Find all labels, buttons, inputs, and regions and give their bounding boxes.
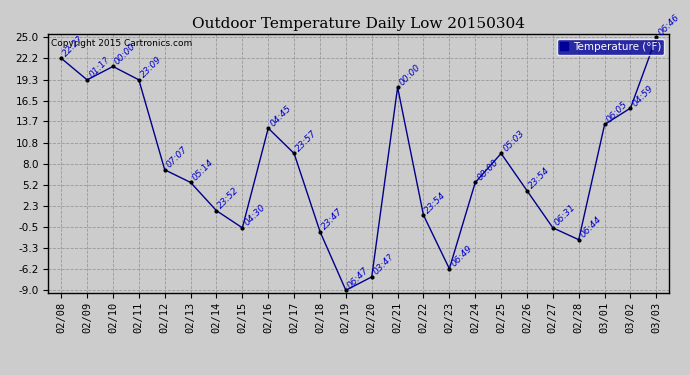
Text: 06:31: 06:31 bbox=[553, 203, 578, 228]
Text: 00:00: 00:00 bbox=[475, 158, 500, 183]
Text: 23:54: 23:54 bbox=[527, 166, 552, 190]
Text: 01:1?: 01:1? bbox=[87, 56, 111, 80]
Text: 04:30: 04:30 bbox=[242, 203, 267, 228]
Text: 06:47: 06:47 bbox=[346, 266, 371, 290]
Text: 04:45: 04:45 bbox=[268, 104, 293, 128]
Text: Copyright 2015 Cartronics.com: Copyright 2015 Cartronics.com bbox=[51, 39, 193, 48]
Text: 23:54: 23:54 bbox=[424, 190, 448, 215]
Text: 23:47: 23:47 bbox=[320, 207, 345, 231]
Text: 00:00: 00:00 bbox=[113, 42, 138, 66]
Text: 06:49: 06:49 bbox=[449, 244, 474, 269]
Text: 23:52: 23:52 bbox=[217, 186, 241, 211]
Text: 23:57: 23:57 bbox=[294, 129, 319, 153]
Text: 06:05: 06:05 bbox=[604, 100, 629, 124]
Text: 06:44: 06:44 bbox=[579, 215, 604, 240]
Text: 23:09: 23:09 bbox=[139, 55, 164, 80]
Text: 05:14: 05:14 bbox=[190, 158, 215, 183]
Text: 03:4?: 03:4? bbox=[372, 253, 396, 277]
Text: 00:00: 00:00 bbox=[397, 63, 422, 87]
Text: 22:2?: 22:2? bbox=[61, 34, 86, 58]
Text: 07:07: 07:07 bbox=[165, 145, 190, 170]
Text: 05:03: 05:03 bbox=[501, 129, 526, 153]
Text: 06:46: 06:46 bbox=[656, 13, 681, 38]
Title: Outdoor Temperature Daily Low 20150304: Outdoor Temperature Daily Low 20150304 bbox=[193, 17, 525, 31]
Text: 04:59: 04:59 bbox=[631, 83, 655, 108]
Legend: Temperature (°F): Temperature (°F) bbox=[557, 39, 664, 55]
